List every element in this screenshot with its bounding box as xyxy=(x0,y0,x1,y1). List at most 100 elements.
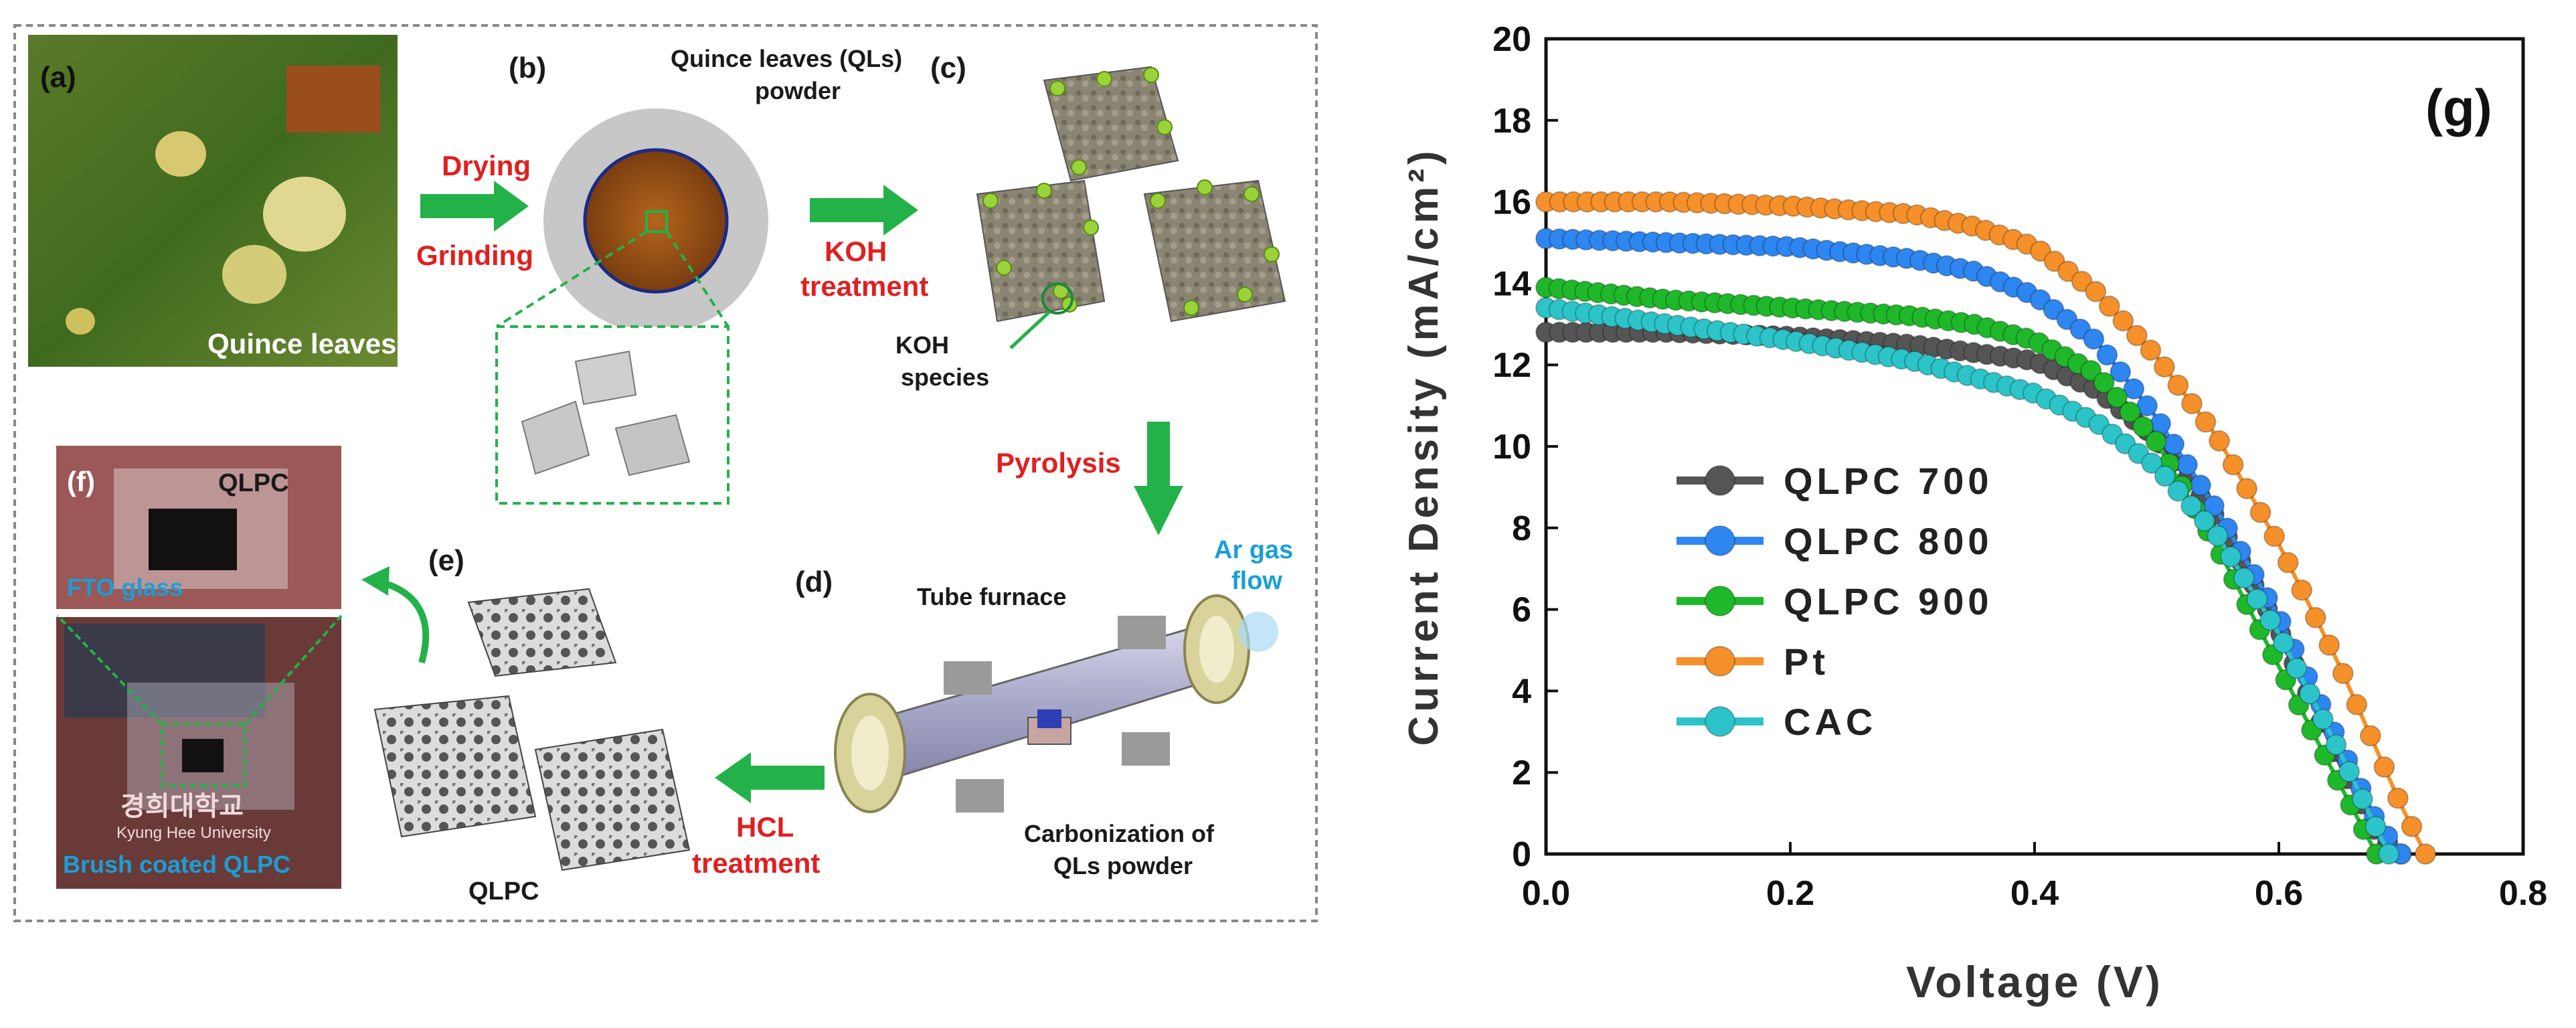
series-point xyxy=(2346,693,2368,715)
series-point xyxy=(2246,588,2268,610)
schematic-border xyxy=(13,24,1318,922)
series-point xyxy=(2085,280,2107,303)
hcl-treatment-line2: treatment xyxy=(692,847,820,879)
jv-chart: 0 2 4 6 8 10 12 14 16 18 20 0.0 0.2 0.4 0.6 0.8 (g) Vo… xyxy=(1401,20,2547,1007)
qlpc-film xyxy=(149,509,237,570)
y-tick-label: 14 xyxy=(1492,264,1531,303)
y-tick-label: 10 xyxy=(1492,428,1531,466)
series-point xyxy=(2299,683,2321,705)
series-point xyxy=(2126,325,2148,347)
series-point xyxy=(2304,606,2326,628)
series-point xyxy=(2286,657,2308,679)
series-point xyxy=(2167,374,2189,396)
qlpc-film-label: QLPC xyxy=(218,469,289,497)
series-point xyxy=(2222,454,2244,476)
series-point xyxy=(2312,708,2334,730)
series-point xyxy=(2093,371,2115,394)
x-tick-label: 0.0 xyxy=(1522,874,1570,913)
series-point xyxy=(2378,843,2400,865)
series-point xyxy=(2043,250,2065,272)
panel-e-porous-carbon: (e) QLPC xyxy=(373,544,691,906)
legend-item: QLPC 900 xyxy=(1677,580,1989,622)
series-point xyxy=(2181,393,2203,415)
powder-zoom-box xyxy=(495,325,729,505)
quince-leaves-caption: Quince leaves xyxy=(207,328,397,359)
series-point xyxy=(2259,609,2282,631)
y-tick-label: 20 xyxy=(1492,20,1531,59)
series-point xyxy=(2080,359,2102,381)
panel-e-letter: (e) xyxy=(428,544,464,577)
qlpc-product-label: QLPC xyxy=(468,877,539,906)
series-point xyxy=(2332,663,2354,685)
series-point xyxy=(2098,295,2120,317)
x-tick-label: 0.2 xyxy=(1766,874,1814,913)
arrow-a-to-b xyxy=(420,181,529,232)
series-point xyxy=(2106,386,2128,408)
series-point xyxy=(2195,411,2217,433)
legend-item: QLPC 800 xyxy=(1677,520,1989,562)
legend-item: CAC xyxy=(1677,701,1873,743)
schematic-panel: (a) Quince leaves Drying Grinding (b) Qu… xyxy=(13,24,1318,922)
series-point xyxy=(2153,356,2175,378)
y-tick-label: 18 xyxy=(1492,102,1531,141)
series-point xyxy=(2096,344,2118,366)
legend-label: Pt xyxy=(1784,640,1829,683)
sample-boat xyxy=(1037,709,1061,728)
series-point xyxy=(2365,816,2387,837)
ar-gas-line2: flow xyxy=(1231,567,1282,595)
series-point xyxy=(2263,525,2286,547)
legend-item: QLPC 700 xyxy=(1677,460,1993,502)
series-layer xyxy=(1535,191,2436,865)
koh-treatment-line2: treatment xyxy=(800,270,928,302)
series-point xyxy=(2141,452,2163,474)
series-point xyxy=(2415,843,2436,865)
series-point xyxy=(2163,433,2185,455)
y-tick-label: 8 xyxy=(1512,509,1531,548)
series-point xyxy=(2193,510,2215,532)
y-tick-label: 2 xyxy=(1512,754,1531,792)
panel-d-tube-furnace: (d) Tube furnace Carbonization of QLs po… xyxy=(795,566,1278,879)
carbonization-line1: Carbonization of xyxy=(1024,820,1215,847)
powder-zoom-square xyxy=(645,210,668,233)
series-point xyxy=(2110,361,2132,383)
panel-f-letter: (f) xyxy=(67,466,95,497)
series-point xyxy=(2132,416,2154,438)
panel-d-letter: (d) xyxy=(795,566,833,598)
arrow-b-to-c xyxy=(810,185,918,236)
legend-item: Pt xyxy=(1677,640,1829,683)
legend-swatch-marker xyxy=(1705,465,1735,496)
university-korean: 경희대학교 xyxy=(120,792,244,821)
legend-label: QLPC 700 xyxy=(1784,460,1993,502)
series-point xyxy=(2277,551,2299,574)
arrow-e-to-f xyxy=(374,578,430,664)
x-tick-label: 0.6 xyxy=(2255,874,2303,913)
x-tick-label: 0.4 xyxy=(2010,874,2059,913)
series-point xyxy=(2351,788,2373,810)
chart-legend: QLPC 700 QLPC 800 QLPC 900 Pt CAC xyxy=(1677,460,1993,743)
tube-furnace-label: Tube furnace xyxy=(917,583,1066,610)
ar-gas-line1: Ar gas xyxy=(1214,536,1293,564)
series-point xyxy=(2325,734,2347,756)
series-cac xyxy=(1535,296,2400,865)
series-point xyxy=(2209,430,2230,452)
series-point xyxy=(2140,339,2162,361)
series-point xyxy=(2071,270,2093,292)
series-point xyxy=(2233,567,2255,589)
series-qlpc-900 xyxy=(1535,276,2387,865)
legend-swatch-marker xyxy=(1705,525,1735,556)
panel-b-powder-dish: (b) Quince leaves (QLs) powder xyxy=(495,45,902,505)
series-point xyxy=(2249,501,2271,523)
series-point xyxy=(2338,760,2360,782)
y-axis-ticks: 0 2 4 6 8 10 12 14 16 18 20 xyxy=(1492,20,1558,874)
y-tick-label: 6 xyxy=(1512,591,1531,630)
series-point xyxy=(2119,401,2141,423)
series-point xyxy=(2220,546,2242,568)
series-point xyxy=(2190,475,2212,496)
x-axis-label: Voltage (V) xyxy=(1906,957,2163,1007)
series-pt xyxy=(1535,191,2436,865)
series-point xyxy=(2150,413,2172,435)
x-tick-label: 0.8 xyxy=(2499,874,2547,913)
legend-swatch-marker xyxy=(1705,706,1735,737)
series-point xyxy=(2359,725,2381,747)
